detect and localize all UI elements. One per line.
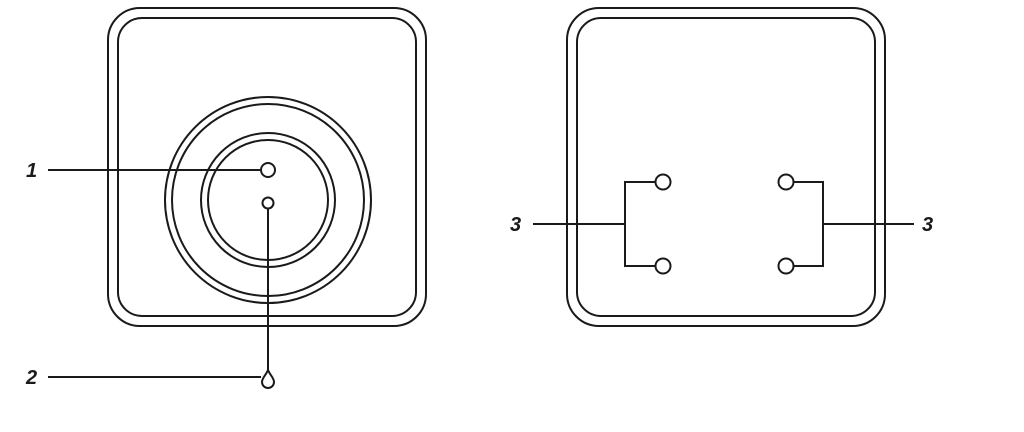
- indicator-2: [261, 196, 275, 210]
- drop-marker: [260, 367, 276, 389]
- front-view: 1 2: [25, 7, 427, 389]
- back-housing-inner: [576, 17, 876, 317]
- terminal-right-top: [777, 173, 795, 191]
- callout-3-left-label: 3: [510, 214, 521, 236]
- callout-3-right-label: 3: [922, 214, 933, 236]
- callout-1-label: 1: [26, 160, 37, 182]
- terminal-right-bracket: [793, 181, 824, 267]
- terminal-left-bracket: [624, 181, 656, 267]
- terminal-right-bottom: [777, 257, 795, 275]
- callout-2-label: 2: [25, 367, 37, 389]
- terminal-left-bottom: [654, 257, 672, 275]
- terminal-left-top: [654, 173, 672, 191]
- back-housing-outer: [566, 7, 886, 327]
- back-view: 3 3: [510, 7, 933, 327]
- indicator-1: [260, 162, 276, 178]
